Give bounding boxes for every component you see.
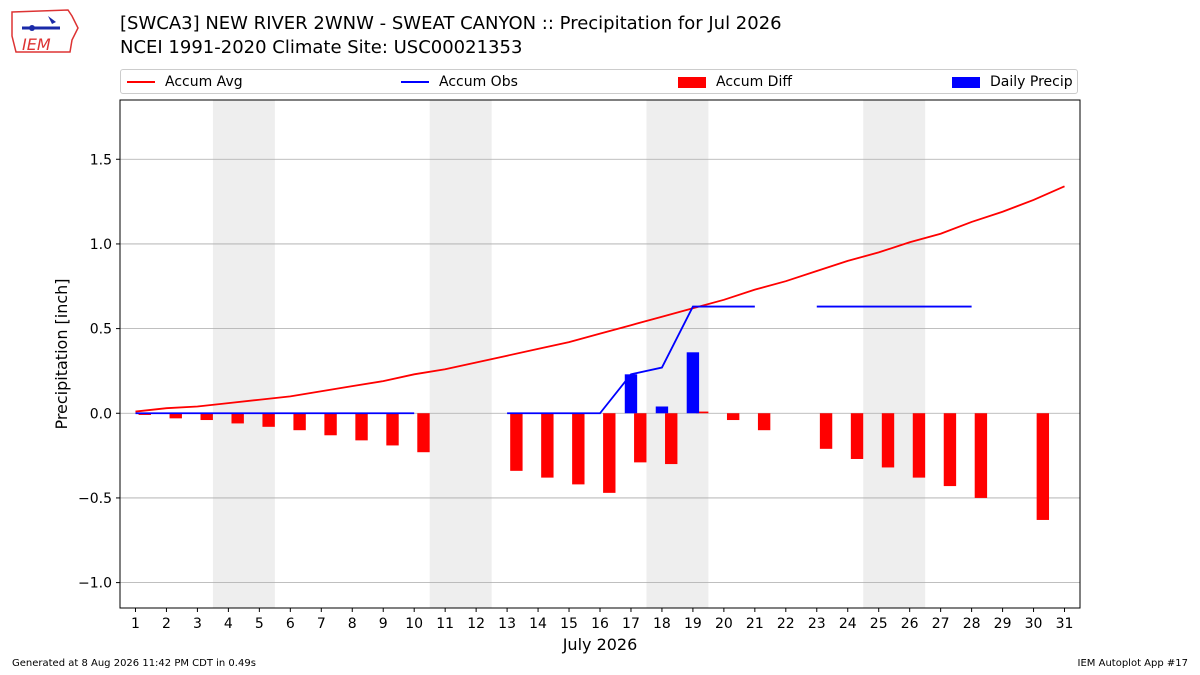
- accum-diff-bar: [1036, 413, 1050, 520]
- legend-swatch-accum-obs: [401, 81, 429, 83]
- accum-diff-bar: [386, 413, 399, 446]
- legend-swatch-accum-avg: [127, 81, 155, 83]
- accum-diff-bar: [231, 413, 244, 424]
- x-tick-label: 13: [498, 616, 516, 632]
- legend-item-accum-avg: Accum Avg: [127, 73, 243, 91]
- accum-diff-bar: [324, 413, 337, 436]
- legend-label-accum-obs: Accum Obs: [439, 74, 518, 90]
- x-tick-label: 3: [193, 616, 202, 632]
- accum-diff-bar: [819, 413, 833, 449]
- accum-diff-bar: [572, 413, 585, 485]
- accum-diff-bar: [757, 413, 771, 431]
- weekend-band: [212, 100, 275, 608]
- y-axis-label: Precipitation [inch]: [52, 278, 71, 429]
- x-tick-label: 9: [379, 616, 388, 632]
- legend-label-daily-precip: Daily Precip: [990, 74, 1073, 90]
- logo-vane: [48, 16, 56, 24]
- chart-legend: Accum Avg Accum Obs Accum Diff Daily Pre…: [120, 69, 1078, 94]
- y-tick-label: 1.0: [90, 237, 112, 253]
- footer-generated: Generated at 8 Aug 2026 11:42 PM CDT in …: [12, 658, 256, 669]
- x-tick-label: 11: [436, 616, 454, 632]
- accum-diff-bar: [943, 413, 957, 487]
- x-tick-label: 18: [653, 616, 671, 632]
- plot-frame: [119, 99, 1081, 609]
- accum-diff-bar: [541, 413, 554, 478]
- legend-item-daily-precip: Daily Precip: [952, 73, 1073, 91]
- weekend-band: [429, 100, 492, 608]
- chart-title: [SWCA3] NEW RIVER 2WNW - SWEAT CANYON ::…: [120, 13, 782, 34]
- x-tick-label: 21: [746, 616, 764, 632]
- accum-diff-bar: [696, 411, 709, 414]
- daily-precip-bar: [655, 406, 669, 414]
- x-tick-label: 20: [715, 616, 733, 632]
- x-tick-label: 30: [1025, 616, 1043, 632]
- daily-precip-bar: [624, 374, 638, 414]
- accum-avg-line: [135, 185, 1065, 413]
- y-tick-label: −0.5: [78, 491, 112, 507]
- accum-diff-bar: [912, 413, 926, 478]
- x-tick-label: 29: [994, 616, 1012, 632]
- x-tick-label: 19: [684, 616, 702, 632]
- x-tick-label: 2: [162, 616, 171, 632]
- x-tick-label: 26: [901, 616, 919, 632]
- accum-diff-bar: [510, 413, 523, 471]
- legend-item-accum-obs: Accum Obs: [401, 73, 518, 91]
- accum-diff-bar: [881, 413, 895, 468]
- x-tick-label: 1: [131, 616, 140, 632]
- accum-diff-bar: [634, 413, 647, 463]
- accum-diff-bar: [169, 413, 182, 419]
- x-tick-label: 24: [839, 616, 857, 632]
- daily-precip-bar: [686, 352, 700, 414]
- legend-swatch-accum-diff: [678, 76, 706, 88]
- legend-label-accum-diff: Accum Diff: [716, 74, 793, 90]
- iem-logo: IEM: [11, 9, 79, 54]
- x-tick-label: 12: [467, 616, 485, 632]
- legend-swatch-daily-precip: [952, 76, 980, 88]
- y-tick-label: 0.0: [90, 406, 112, 422]
- accum-diff-bar: [850, 413, 864, 459]
- x-tick-label: 4: [224, 616, 233, 632]
- y-tick-label: 0.5: [90, 322, 112, 338]
- x-tick-label: 16: [591, 616, 609, 632]
- x-tick-label: 25: [870, 616, 888, 632]
- x-tick-label: 10: [405, 616, 423, 632]
- logo-dot: [29, 25, 35, 31]
- x-tick-label: 6: [286, 616, 295, 632]
- x-tick-label: 22: [777, 616, 795, 632]
- x-tick-label: 7: [317, 616, 326, 632]
- x-tick-label: 8: [348, 616, 357, 632]
- footer-app: IEM Autoplot App #17: [1077, 658, 1188, 669]
- x-tick-label: 27: [932, 616, 950, 632]
- x-tick-label: 28: [963, 616, 981, 632]
- logo-text: IEM: [22, 35, 51, 54]
- accum-diff-bar: [355, 413, 368, 441]
- accum-diff-bar: [293, 413, 306, 431]
- accum-diff-bar: [726, 413, 740, 421]
- x-tick-label: 17: [622, 616, 640, 632]
- accum-diff-bar: [603, 413, 616, 493]
- y-tick-label: −1.0: [78, 576, 112, 592]
- weekend-band: [646, 100, 709, 608]
- y-tick-label: 1.5: [90, 152, 112, 168]
- x-tick-label: 23: [808, 616, 826, 632]
- legend-item-accum-diff: Accum Diff: [678, 73, 792, 91]
- x-tick-label: 14: [529, 616, 547, 632]
- x-tick-label: 31: [1056, 616, 1074, 632]
- x-axis-label: July 2026: [562, 635, 638, 654]
- accum-diff-bar: [138, 413, 151, 415]
- accum-diff-bar: [974, 413, 988, 498]
- weekend-band: [863, 100, 926, 608]
- accum-obs-line: [507, 305, 755, 415]
- legend-label-accum-avg: Accum Avg: [165, 74, 243, 90]
- iowa-outline-shape: [11, 9, 79, 53]
- chart-subtitle: NCEI 1991-2020 Climate Site: USC00021353: [120, 37, 523, 58]
- x-tick-label: 15: [560, 616, 578, 632]
- accum-diff-bar: [417, 413, 430, 453]
- x-tick-label: 5: [255, 616, 264, 632]
- accum-diff-bar: [262, 413, 275, 427]
- accum-diff-bar: [665, 413, 678, 465]
- accum-diff-bar: [200, 413, 213, 421]
